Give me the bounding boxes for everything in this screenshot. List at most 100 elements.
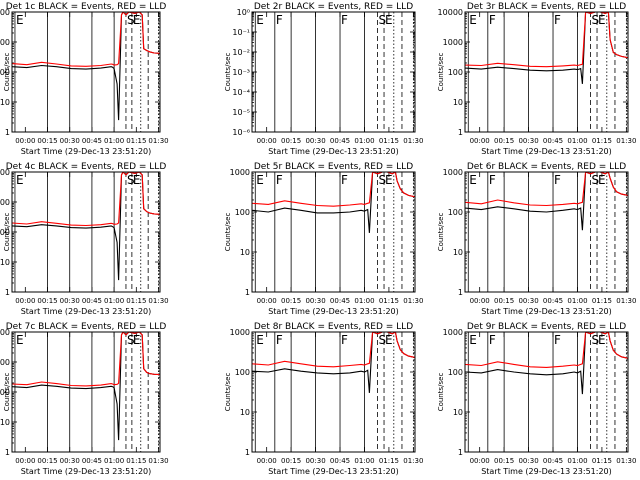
x-tick-label: 00:30 (305, 297, 325, 305)
x-tick-label: 00:00 (470, 457, 490, 465)
y-tick-label: 10 (0, 418, 10, 427)
event-marker-label: F (554, 13, 561, 27)
x-tick-label: 00:15 (281, 297, 301, 305)
x-axis-label: Start Time (29-Dec-13 23:51:20) (21, 467, 152, 476)
y-tick-label: 10000 (438, 8, 463, 17)
x-tick-label: 01:00 (567, 297, 587, 305)
x-tick-label: 01:15 (379, 297, 399, 305)
y-tick-label: 1 (5, 288, 10, 297)
x-tick-label: 01:15 (592, 457, 612, 465)
x-tick-label: 00:00 (470, 297, 490, 305)
y-tick-label: 10⁻³ (232, 68, 250, 77)
event-marker-label: E (256, 333, 264, 347)
event-marker-label: E (385, 173, 393, 187)
x-axis-label: Start Time (29-Dec-13 23:51:20) (21, 307, 152, 316)
event-marker-label: S (592, 173, 600, 187)
y-tick-label: 10⁻⁵ (232, 108, 250, 117)
event-marker-label: S (592, 13, 600, 27)
y-axis-label: Counts/sec (224, 373, 232, 412)
y-axis-label: Counts/sec (224, 53, 232, 92)
plot-frame (11, 171, 161, 293)
series-line-lld (12, 12, 160, 67)
y-tick-label: 10 (0, 258, 10, 267)
x-tick-label: 00:15 (37, 137, 57, 145)
x-tick-label: 00:45 (330, 137, 350, 145)
chart-panel-9: Det 9r BLACK = Events, RED = LLD Counts/s… (437, 322, 636, 476)
event-marker-label: E (133, 333, 141, 347)
x-tick-label: 00:00 (15, 137, 35, 145)
x-tick-label: 01:15 (126, 137, 146, 145)
event-marker-label: E (133, 13, 141, 27)
y-tick-label: 100 (0, 388, 10, 397)
y-tick-label: 100 (448, 68, 463, 77)
y-tick-label: 10 (0, 98, 10, 107)
x-tick-label: 00:15 (281, 137, 301, 145)
y-tick-label: 1000 (0, 358, 10, 367)
y-axis-label: Counts/sec (437, 53, 445, 92)
x-tick-label: 01:00 (104, 297, 124, 305)
series-line-lld (12, 332, 160, 387)
x-tick-label: 00:15 (494, 457, 514, 465)
y-tick-label: 1 (5, 448, 10, 457)
x-tick-label: 01:15 (592, 297, 612, 305)
event-marker-label: E (469, 173, 477, 187)
event-marker-label: E (598, 333, 606, 347)
x-axis-label: Start Time (29-Dec-13 23:51:20) (268, 147, 399, 156)
y-tick-label: 1000 (230, 168, 250, 177)
x-tick-label: 00:45 (543, 137, 563, 145)
chart-panel-2: Det 2r BLACK = Events, RED = LLD Counts/s… (224, 2, 423, 156)
x-axis-label: Start Time (29-Dec-13 23:51:20) (481, 467, 612, 476)
y-tick-label: 1 (245, 448, 250, 457)
x-tick-label: 01:15 (592, 137, 612, 145)
event-marker-label: S (379, 13, 387, 27)
x-tick-label: 00:00 (15, 297, 35, 305)
event-marker-label: E (469, 13, 477, 27)
x-tick-label: 00:00 (257, 457, 277, 465)
x-tick-label: 00:30 (305, 137, 325, 145)
x-tick-label: 01:30 (403, 297, 423, 305)
plot-frame (251, 11, 416, 133)
y-axis-label: Counts/sec (224, 213, 232, 252)
plot-frame (251, 171, 416, 293)
event-marker-label: E (16, 13, 24, 27)
chart-panel-7: Det 7c BLACK = Events, RED = LLD Counts/s… (0, 322, 169, 476)
x-tick-label: 00:00 (257, 297, 277, 305)
x-axis-label: Start Time (29-Dec-13 23:51:20) (268, 467, 399, 476)
y-tick-label: 10⁻⁴ (232, 88, 250, 97)
plot-frame (464, 331, 629, 453)
event-marker-label: F (341, 173, 348, 187)
x-tick-label: 01:00 (567, 137, 587, 145)
x-tick-label: 00:30 (60, 457, 80, 465)
chart-title: Det 2r BLACK = Events, RED = LLD (254, 2, 413, 12)
y-tick-label: 10000 (0, 168, 10, 177)
event-marker-label: S (127, 333, 135, 347)
y-axis-label: Counts/sec (437, 373, 445, 412)
x-tick-label: 00:15 (281, 457, 301, 465)
y-tick-label: 10000 (0, 328, 10, 337)
event-marker-label: E (256, 13, 264, 27)
event-marker-label: F (554, 173, 561, 187)
plot-frame (251, 331, 416, 453)
x-tick-label: 00:30 (518, 297, 538, 305)
plot-frame (464, 171, 629, 293)
event-marker-label: E (598, 13, 606, 27)
chart-panel-1: Det 1c BLACK = Events, RED = LLD Counts/s… (0, 2, 169, 156)
x-tick-label: 01:15 (126, 457, 146, 465)
y-tick-label: 1 (458, 128, 463, 137)
y-tick-label: 1000 (0, 198, 10, 207)
event-marker-label: F (341, 333, 348, 347)
series-line-lld (465, 12, 628, 68)
chart-panel-4: Det 4c BLACK = Events, RED = LLD Counts/s… (0, 162, 169, 316)
y-axis-label: Counts/sec (437, 213, 445, 252)
chart-panel-3: Det 3r BLACK = Events, RED = LLD Counts/s… (437, 2, 636, 156)
y-tick-label: 1000 (0, 38, 10, 47)
x-tick-label: 00:45 (543, 457, 563, 465)
x-tick-label: 01:00 (104, 137, 124, 145)
event-marker-label: S (127, 13, 135, 27)
y-tick-label: 1 (458, 288, 463, 297)
x-tick-label: 00:45 (330, 297, 350, 305)
series-line-lld (465, 332, 628, 368)
y-tick-label: 1000 (230, 328, 250, 337)
y-tick-label: 10⁰ (237, 8, 250, 17)
